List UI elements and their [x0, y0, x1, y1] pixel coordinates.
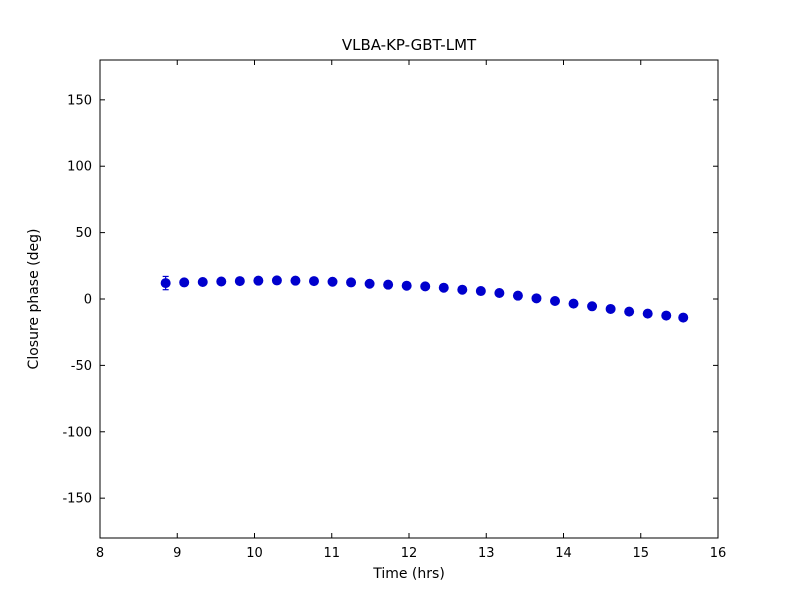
data-points: [160, 275, 689, 323]
x-tick-label: 8: [96, 546, 104, 561]
data-point: [271, 275, 282, 286]
data-point: [290, 275, 301, 286]
y-tick-label: -50: [71, 359, 92, 374]
data-point: [475, 286, 486, 297]
data-point: [605, 303, 616, 314]
data-point: [346, 277, 357, 288]
y-tick-label: 150: [67, 93, 92, 108]
x-tick-label: 14: [555, 546, 572, 561]
data-point: [364, 278, 375, 289]
y-tick-label: 100: [67, 160, 92, 175]
x-axis-ticks: 8 9 10 11 12 13 14 15 16: [96, 60, 726, 561]
data-point: [401, 280, 412, 291]
data-point: [438, 282, 449, 293]
data-point: [531, 293, 542, 304]
x-tick-label: 11: [323, 546, 340, 561]
data-point: [512, 290, 523, 301]
data-point: [216, 276, 227, 287]
x-tick-label: 9: [173, 546, 181, 561]
y-tick-label: -100: [62, 425, 92, 440]
chart-title: VLBA-KP-GBT-LMT: [342, 36, 477, 54]
data-point: [197, 277, 208, 288]
y-tick-label: 0: [84, 293, 92, 308]
x-tick-label: 15: [632, 546, 649, 561]
data-point: [568, 298, 579, 309]
data-point: [457, 284, 468, 295]
y-axis-label: Closure phase (deg): [26, 229, 42, 370]
y-axis-ticks: -150 -100 -50 0 50 100 150: [62, 93, 718, 507]
y-tick-label: -150: [62, 492, 92, 507]
data-point: [253, 275, 264, 286]
data-point: [678, 312, 689, 323]
data-point: [179, 277, 190, 288]
data-point: [624, 306, 635, 317]
data-point: [661, 310, 672, 321]
data-point: [383, 279, 394, 290]
data-point: [494, 288, 505, 299]
data-point: [587, 301, 598, 312]
x-tick-label: 13: [478, 546, 495, 561]
x-axis-label: Time (hrs): [372, 566, 445, 582]
x-tick-label: 10: [246, 546, 263, 561]
data-point: [550, 295, 561, 306]
data-point: [234, 276, 245, 287]
data-point: [420, 281, 431, 292]
data-point: [308, 276, 319, 287]
axes-frame: [99, 59, 719, 539]
x-tick-label: 12: [401, 546, 418, 561]
data-point: [327, 276, 338, 287]
data-point: [160, 278, 171, 289]
data-point: [642, 308, 653, 319]
x-tick-label: 16: [710, 546, 727, 561]
y-tick-label: 50: [75, 226, 92, 241]
